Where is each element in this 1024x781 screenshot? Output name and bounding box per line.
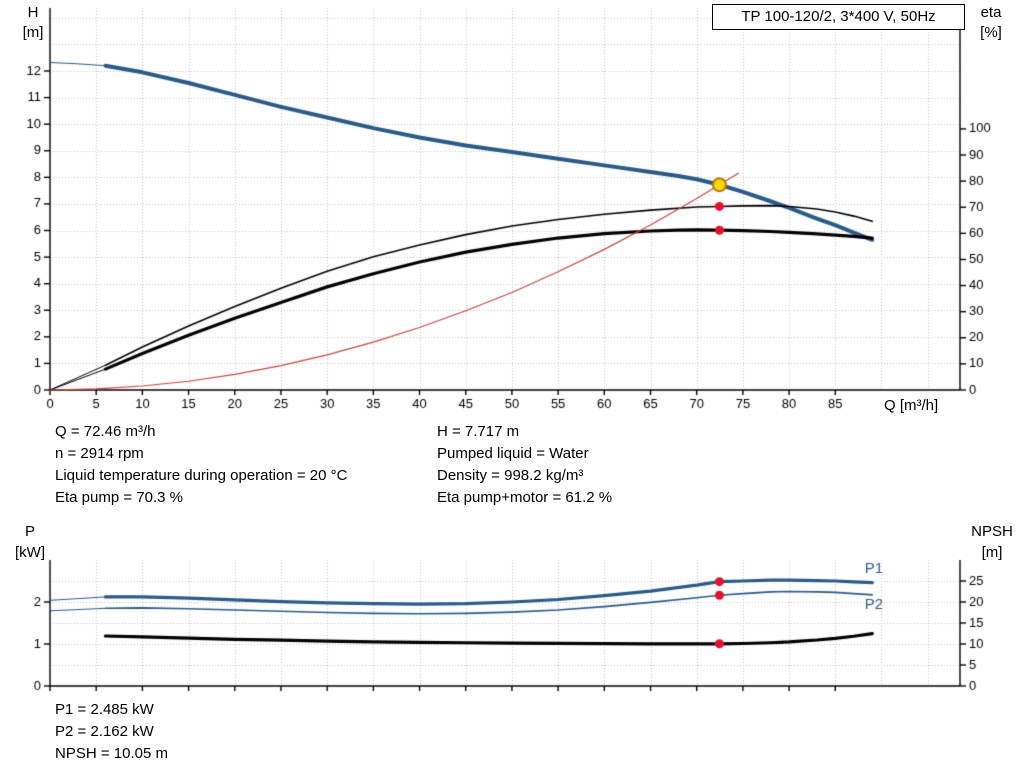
info-density: Density = 998.2 kg/m³ — [437, 467, 584, 484]
eta-axis-label: eta [%] — [966, 3, 1016, 43]
result-p2: P2 = 2.162 kW — [55, 723, 154, 740]
power-axis-label: P [kW] — [6, 521, 54, 563]
npsh-axis-symbol: NPSH — [971, 523, 1013, 540]
head-axis-label: H [m] — [14, 3, 52, 43]
power-npsh-chart — [0, 520, 1024, 710]
operating-point-info-left: Q = 72.46 m³/h n = 2914 rpm Liquid tempe… — [55, 421, 347, 509]
head-axis-unit: [m] — [22, 24, 44, 41]
result-npsh: NPSH = 10.05 m — [55, 745, 168, 762]
info-speed: n = 2914 rpm — [55, 445, 144, 462]
power-npsh-results: P1 = 2.485 kW P2 = 2.162 kW NPSH = 10.05… — [55, 699, 168, 765]
info-flow: Q = 72.46 m³/h — [55, 423, 156, 440]
info-eta-pump: Eta pump = 70.3 % — [55, 489, 183, 506]
power-axis-unit: [kW] — [15, 544, 45, 561]
npsh-axis-unit: [m] — [981, 544, 1003, 561]
info-head: H = 7.717 m — [437, 423, 520, 440]
npsh-axis-label: NPSH [m] — [962, 521, 1022, 563]
power-axis-symbol: P — [24, 523, 35, 540]
head-efficiency-chart — [0, 0, 1024, 420]
info-eta-pump-motor: Eta pump+motor = 61.2 % — [437, 489, 613, 506]
info-pumped-liquid: Pumped liquid = Water — [437, 445, 589, 462]
result-p1: P1 = 2.485 kW — [55, 701, 154, 718]
eta-axis-symbol: eta — [980, 4, 1002, 21]
head-axis-symbol: H — [27, 4, 39, 21]
info-liquid-temperature: Liquid temperature during operation = 20… — [55, 467, 348, 484]
pump-title-box: TP 100-120/2, 3*400 V, 50Hz — [712, 4, 965, 30]
eta-axis-unit: [%] — [980, 24, 1002, 41]
operating-point-info-right: H = 7.717 m Pumped liquid = Water Densit… — [437, 421, 612, 509]
flow-axis-label: Q [m³/h] — [884, 397, 939, 414]
